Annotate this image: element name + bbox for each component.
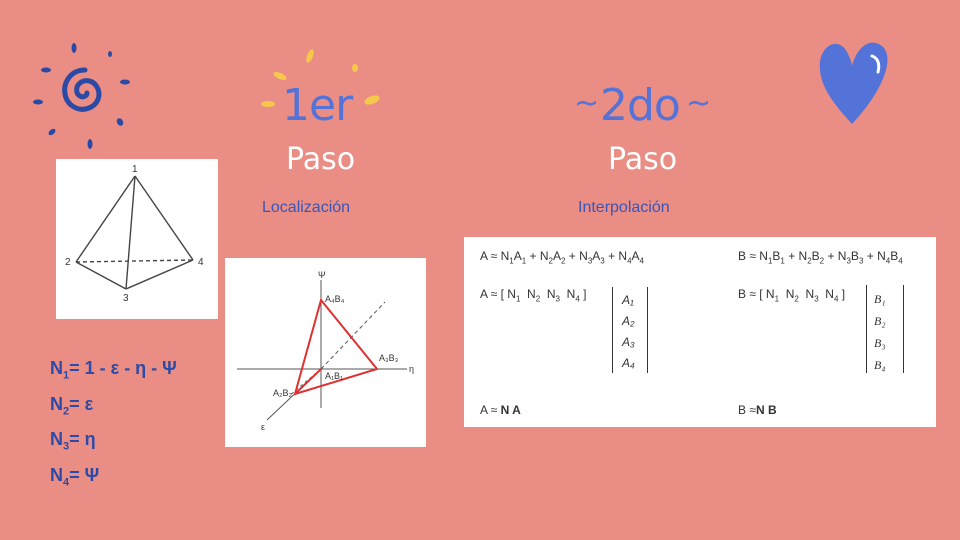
eta-axis-label: η [409,364,414,374]
heart-icon [819,42,888,124]
point-a1b1-label: A₁B₁ [325,371,343,381]
tilde-right-decoration: ~ [686,86,712,121]
b-column-vector [866,285,904,373]
step-1-title: Paso [286,142,356,177]
tilde-left-decoration: ~ [574,86,600,121]
a-vector-entries: A₁ A₂ A₃ A₄ [622,293,635,370]
point-a2b2-label: A₂B₂ [273,388,292,398]
vertex-3-label: 3 [123,293,129,304]
local-coordinates-figure: Ψ η ε A₄B₄ A₃B₃ A₂B₂ A₁B₁ [225,258,426,447]
epsilon-axis-label: ε [261,422,265,432]
step-2-title: Paso [608,142,678,177]
a-column-vector [612,287,648,373]
shape-function-3: N3= η [50,429,96,453]
vertex-2-label: 2 [65,257,71,268]
vertex-1-label: 1 [132,164,138,175]
b-sum-equation: B ≈ N1B1 + N2B2 + N3B3 + N4B4 [738,249,903,266]
shape-function-list: N1= 1 - ε - η - Ψ N2= ε N3= η N4= Ψ [50,354,177,496]
a-matrix-equation: A ≈ [ N1 N2 N3 N4 ] [480,287,587,304]
step-1-subtitle: Localización [262,199,351,216]
a-compact-equation: A ≈ N A [480,403,521,417]
point-a3b3-label: A₃B₃ [379,353,399,363]
shape-function-2: N2= ε [50,393,94,418]
point-a4b4-label: A₄B₄ [325,294,345,304]
shape-function-1: N1= 1 - ε - η - Ψ [50,358,177,382]
b-matrix-equation: B ≈ [ N1 N2 N3 N4 ] [738,287,846,304]
a-sum-equation: A ≈ N1A1 + N2A2 + N3A3 + N4A4 [480,249,644,266]
spiral-sun-icon [33,43,130,149]
step-1-number: 1er [282,80,353,131]
b-vector-entries: B₁ B₂ B₃ B₄ [874,292,886,372]
shape-function-4: N4= Ψ [50,464,100,489]
step-2-number: 2do [600,80,681,131]
sparkle-decoration-icon [261,49,380,107]
tetrahedron-figure: 1 2 3 4 [56,159,218,319]
interpolation-equations: A ≈ N1A1 + N2A2 + N3A3 + N4A4 B ≈ N1B1 +… [464,237,936,427]
vertex-4-label: 4 [198,257,204,268]
step-2-subtitle: Interpolación [578,199,670,216]
b-compact-equation: B ≈N B [738,403,777,417]
psi-axis-label: Ψ [318,270,326,280]
